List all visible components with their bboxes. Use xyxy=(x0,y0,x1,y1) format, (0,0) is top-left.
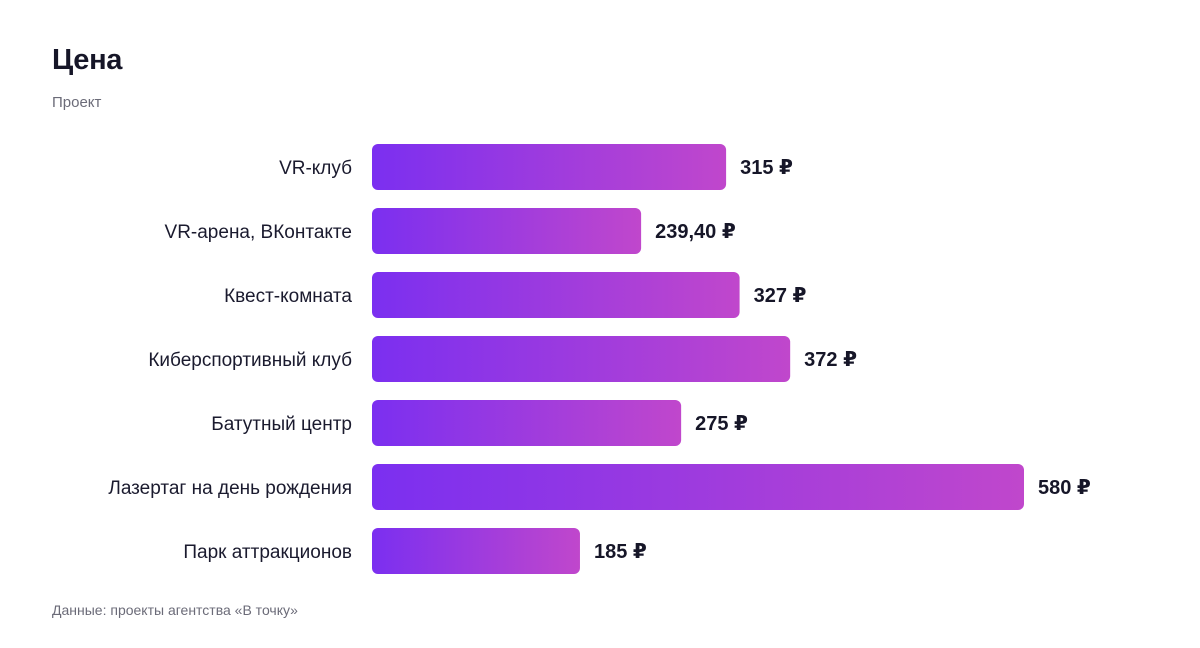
category-label: Парк аттракционов xyxy=(183,542,352,563)
source-note: Данные: проекты агентства «В точку» xyxy=(52,602,298,618)
bar xyxy=(372,400,682,446)
bar xyxy=(372,208,642,254)
bar xyxy=(372,272,740,318)
chart-subtitle: Проект xyxy=(52,94,102,111)
value-label: 372 ₽ xyxy=(804,349,857,371)
value-label: 275 ₽ xyxy=(695,413,748,435)
bar xyxy=(372,336,791,382)
bars-group: VR-клуб 315 ₽ VR-арена, ВКонтакте 239,40 ₽ К… xyxy=(108,144,1091,574)
bar xyxy=(372,464,1024,510)
value-label: 580 ₽ xyxy=(1038,477,1091,499)
category-label: Киберспортивный клуб xyxy=(148,350,352,371)
category-label: Лазертаг на день рождения xyxy=(108,478,352,499)
category-label: VR-арена, ВКонтакте xyxy=(165,222,352,243)
category-label: VR-клуб xyxy=(279,158,352,179)
value-label: 327 ₽ xyxy=(754,285,807,307)
category-label: Батутный центр xyxy=(211,414,352,435)
value-label: 315 ₽ xyxy=(740,157,793,179)
category-label: Квест-комната xyxy=(224,286,352,307)
value-label: 239,40 ₽ xyxy=(655,221,736,243)
bar xyxy=(372,528,580,574)
bar xyxy=(372,144,727,190)
chart-title: Цена xyxy=(52,44,123,76)
value-label: 185 ₽ xyxy=(594,541,647,563)
